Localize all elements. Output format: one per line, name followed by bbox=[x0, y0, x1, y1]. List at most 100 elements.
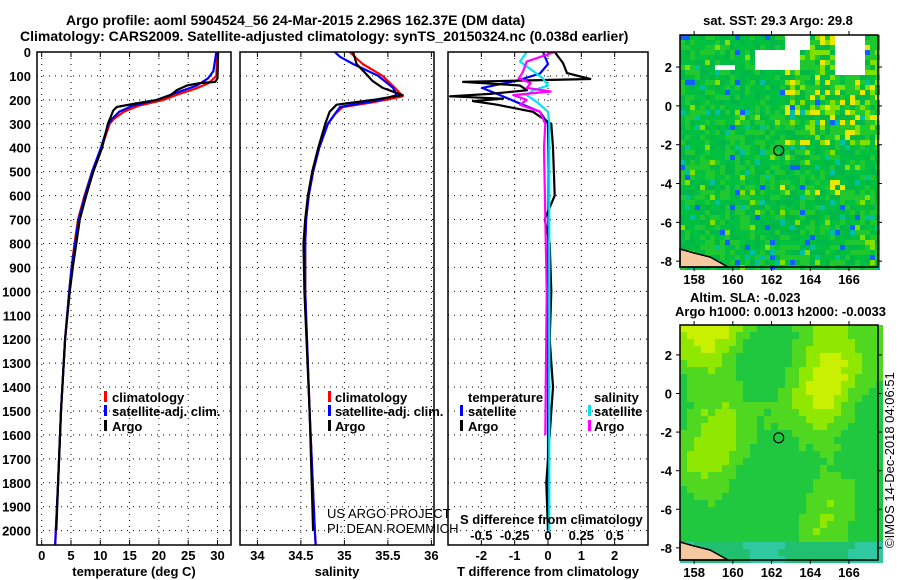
s-axis-label: S difference from climatology bbox=[460, 512, 644, 527]
map-cell bbox=[705, 45, 710, 50]
map-cell bbox=[785, 409, 792, 416]
map-cell bbox=[841, 325, 848, 332]
map-cell bbox=[825, 85, 830, 90]
map-cell bbox=[825, 165, 830, 170]
map-cell bbox=[720, 170, 725, 175]
map-cell bbox=[780, 55, 785, 60]
map-cell bbox=[785, 507, 792, 514]
map-cell bbox=[710, 140, 715, 145]
map-cell bbox=[695, 85, 700, 90]
map-cell bbox=[792, 493, 799, 500]
map-cell bbox=[757, 395, 764, 402]
map-cell bbox=[705, 140, 710, 145]
map-cell bbox=[855, 185, 860, 190]
map-cell bbox=[820, 430, 827, 437]
map-cell bbox=[775, 40, 780, 45]
map-cell bbox=[845, 245, 850, 250]
map-cell bbox=[845, 225, 850, 230]
map-cell bbox=[740, 75, 745, 80]
map-cell bbox=[775, 140, 780, 145]
map-cell bbox=[840, 200, 845, 205]
map-cell bbox=[755, 45, 760, 50]
map-cell bbox=[850, 225, 855, 230]
map-cell bbox=[850, 125, 855, 130]
map-cell bbox=[815, 115, 820, 120]
map-cell bbox=[800, 95, 805, 100]
map-cell bbox=[725, 170, 730, 175]
map-cell bbox=[799, 521, 806, 528]
map-cell bbox=[805, 185, 810, 190]
map-cell bbox=[790, 70, 795, 75]
map-cell bbox=[720, 45, 725, 50]
map-cell bbox=[876, 423, 883, 430]
map-cell bbox=[715, 423, 722, 430]
map-cell bbox=[830, 85, 835, 90]
map-cell bbox=[694, 325, 701, 332]
map-cell bbox=[850, 165, 855, 170]
map-cell bbox=[841, 451, 848, 458]
map-cell bbox=[735, 205, 740, 210]
map-cell bbox=[755, 55, 760, 60]
map-cell bbox=[778, 528, 785, 535]
map-cell bbox=[694, 353, 701, 360]
map-cell bbox=[700, 145, 705, 150]
map-cell bbox=[835, 70, 840, 75]
map-cell bbox=[736, 549, 743, 556]
lat-tick-label: -8 bbox=[660, 541, 672, 556]
map-cell bbox=[876, 486, 883, 493]
map-cell bbox=[862, 521, 869, 528]
map-cell bbox=[820, 195, 825, 200]
map-cell bbox=[765, 35, 770, 40]
map-cell bbox=[680, 35, 685, 40]
map-cell bbox=[810, 100, 815, 105]
map-cell bbox=[785, 160, 790, 165]
map-cell bbox=[715, 374, 722, 381]
map-cell bbox=[715, 332, 722, 339]
map-cell bbox=[680, 225, 685, 230]
map-cell bbox=[705, 50, 710, 55]
map-cell bbox=[835, 245, 840, 250]
map-cell bbox=[680, 95, 685, 100]
map-cell bbox=[820, 542, 827, 549]
map-cell bbox=[870, 135, 875, 140]
map-cell bbox=[750, 339, 757, 346]
map-cell bbox=[827, 451, 834, 458]
map-cell bbox=[813, 507, 820, 514]
s-tick-label: 0.25 bbox=[569, 528, 594, 543]
map-cell bbox=[790, 65, 795, 70]
map-cell bbox=[695, 220, 700, 225]
map-cell bbox=[694, 528, 701, 535]
map-cell bbox=[760, 160, 765, 165]
map-cell bbox=[775, 55, 780, 60]
map-cell bbox=[722, 325, 729, 332]
y-tick-label: 1100 bbox=[3, 308, 31, 323]
map-cell bbox=[750, 235, 755, 240]
map-cell bbox=[876, 360, 883, 367]
map-cell bbox=[694, 402, 701, 409]
map-cell bbox=[722, 451, 729, 458]
map-cell bbox=[710, 240, 715, 245]
map-cell bbox=[870, 110, 875, 115]
map-cell bbox=[757, 472, 764, 479]
map-cell bbox=[862, 346, 869, 353]
map-cell bbox=[848, 535, 855, 542]
map-cell bbox=[813, 423, 820, 430]
map-cell bbox=[848, 465, 855, 472]
map-cell bbox=[815, 220, 820, 225]
map-cell bbox=[695, 200, 700, 205]
map-cell bbox=[820, 360, 827, 367]
map-cell bbox=[720, 95, 725, 100]
map-cell bbox=[680, 115, 685, 120]
map-cell bbox=[800, 230, 805, 235]
map-cell bbox=[730, 160, 735, 165]
map-cell bbox=[855, 514, 862, 521]
map-cell bbox=[765, 45, 770, 50]
map-cell bbox=[855, 85, 860, 90]
map-cell bbox=[745, 35, 750, 40]
map-cell bbox=[855, 115, 860, 120]
map-cell bbox=[730, 240, 735, 245]
map-cell bbox=[745, 90, 750, 95]
map-cell bbox=[730, 210, 735, 215]
map-cell bbox=[730, 110, 735, 115]
y-tick-label: 100 bbox=[9, 69, 31, 84]
